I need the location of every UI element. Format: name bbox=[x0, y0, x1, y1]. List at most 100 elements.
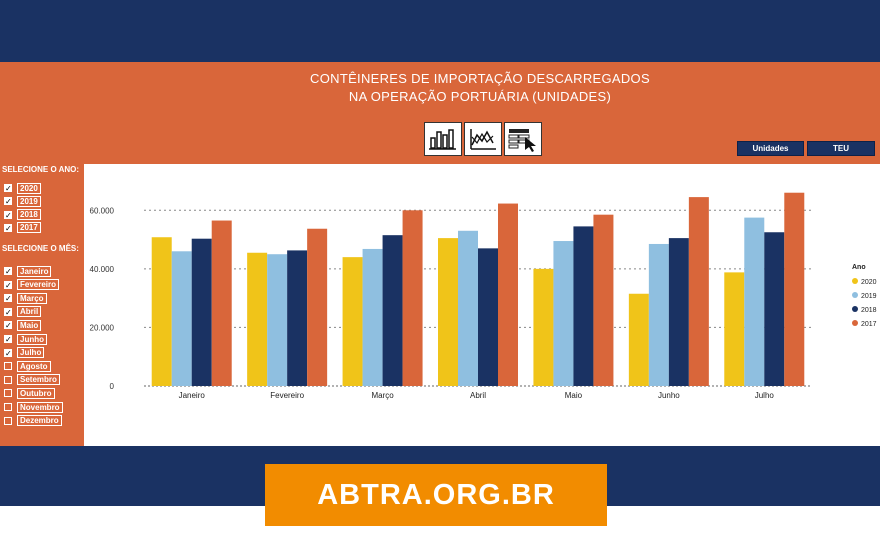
unit-toggle: Unidades TEU bbox=[737, 141, 875, 156]
bar-2018-janeiro bbox=[191, 238, 212, 386]
teu-button[interactable]: TEU bbox=[807, 141, 875, 156]
month-option[interactable]: ✓ Maio bbox=[4, 319, 42, 331]
x-tick-label: Fevereiro bbox=[270, 391, 304, 400]
month-option-label: Fevereiro bbox=[17, 279, 60, 291]
bar-chart: 0 20.000 40.000 60.000 Janeiro Fevereiro Março… bbox=[90, 192, 877, 400]
top-banner bbox=[0, 0, 880, 62]
bar-2017-julho bbox=[784, 192, 805, 386]
bar-2018-maio bbox=[573, 226, 594, 386]
bar-2017-janeiro bbox=[211, 220, 232, 386]
legend-label-2019: 2019 bbox=[861, 293, 877, 300]
site-logo[interactable]: ABTRA.ORG.BR bbox=[265, 464, 607, 526]
table-select-button[interactable] bbox=[504, 122, 542, 156]
page-title: CONTÊINERES DE IMPORTAÇÃO DESCARREGADOS … bbox=[0, 70, 880, 106]
month-option-label: Junho bbox=[17, 333, 47, 345]
x-tick-label: Abril bbox=[470, 391, 486, 400]
bar-2017-abril bbox=[498, 203, 518, 386]
checkbox-unchecked-icon[interactable] bbox=[4, 416, 12, 425]
bar-chart-button[interactable] bbox=[424, 122, 462, 156]
table-select-icon bbox=[508, 129, 536, 152]
line-chart-button[interactable] bbox=[464, 122, 502, 156]
filter-sidebar bbox=[0, 164, 84, 446]
checkbox-checked-icon[interactable]: ✓ bbox=[4, 210, 12, 220]
month-option-label: Abril bbox=[17, 306, 42, 318]
checkbox-unchecked-icon[interactable] bbox=[4, 389, 12, 398]
year-filter-label: SELECIONE O ANO: bbox=[2, 165, 80, 174]
checkbox-checked-icon[interactable]: ✓ bbox=[4, 335, 12, 344]
units-button[interactable]: Unidades bbox=[737, 141, 804, 156]
title-line-2: NA OPERAÇÃO PORTUÁRIA (UNIDADES) bbox=[348, 89, 612, 104]
month-option[interactable]: ✓ Julho bbox=[4, 347, 45, 359]
title-line-1: CONTÊINERES DE IMPORTAÇÃO DESCARREGADOS bbox=[310, 71, 650, 86]
month-filter-label: SELECIONE O MÊS: bbox=[2, 244, 79, 253]
month-option[interactable]: ✓ Fevereiro bbox=[4, 279, 60, 291]
bar-2020-junho bbox=[628, 293, 649, 386]
legend-label-2020: 2020 bbox=[861, 279, 877, 286]
legend-swatch-2017 bbox=[852, 320, 858, 326]
month-option-label: Maio bbox=[17, 319, 42, 331]
month-option-label: Março bbox=[17, 292, 47, 304]
bar-2019-janeiro bbox=[171, 251, 192, 386]
bar-2019-maio bbox=[553, 241, 574, 386]
year-option[interactable]: ✓ 2019 bbox=[4, 195, 41, 207]
checkbox-checked-icon[interactable]: ✓ bbox=[4, 348, 12, 358]
bar-2020-maio bbox=[533, 268, 554, 386]
checkbox-unchecked-icon[interactable] bbox=[4, 403, 12, 411]
y-tick-label: 20.000 bbox=[90, 323, 115, 332]
month-option[interactable]: ✓ Janeiro bbox=[4, 265, 52, 277]
month-option[interactable]: Agosto bbox=[4, 360, 51, 372]
month-option[interactable]: ✓ Junho bbox=[4, 333, 47, 345]
month-option[interactable]: Outubro bbox=[4, 387, 55, 399]
month-option[interactable]: Novembro bbox=[4, 401, 63, 413]
year-option[interactable]: ✓ 2020 bbox=[4, 182, 41, 194]
checkbox-checked-icon[interactable]: ✓ bbox=[4, 280, 12, 290]
month-option-label: Julho bbox=[17, 347, 45, 359]
month-option[interactable]: Dezembro bbox=[4, 415, 62, 427]
month-option[interactable]: Setembro bbox=[4, 374, 60, 386]
checkbox-checked-icon[interactable]: ✓ bbox=[4, 307, 12, 317]
year-option-label: 2018 bbox=[17, 209, 41, 221]
year-option[interactable]: ✓ 2017 bbox=[4, 222, 41, 234]
month-option-label: Novembro bbox=[17, 401, 63, 413]
bar-2019-fevereiro bbox=[267, 254, 288, 386]
month-option-label: Agosto bbox=[17, 360, 51, 372]
logo-text: ABTRA.ORG.BR bbox=[317, 478, 555, 511]
bar-chart-icon bbox=[429, 129, 456, 150]
bar-2018-junho bbox=[668, 238, 689, 386]
month-option[interactable]: ✓ Março bbox=[4, 292, 47, 304]
checkbox-checked-icon[interactable]: ✓ bbox=[4, 321, 12, 331]
year-option[interactable]: ✓ 2018 bbox=[4, 209, 41, 221]
year-option-label: 2019 bbox=[17, 195, 41, 207]
y-tick-label: 40.000 bbox=[90, 265, 115, 274]
month-option-label: Setembro bbox=[17, 374, 60, 386]
bar-2017-maio bbox=[593, 214, 614, 386]
x-tick-label: Janeiro bbox=[179, 391, 206, 400]
month-option-label: Janeiro bbox=[17, 265, 52, 277]
legend-title: Ano bbox=[852, 264, 866, 271]
checkbox-checked-icon[interactable]: ✓ bbox=[4, 197, 12, 207]
bar-2017-fevereiro bbox=[307, 228, 328, 386]
x-tick-label: Maio bbox=[565, 391, 583, 400]
year-option-label: 2017 bbox=[17, 222, 41, 234]
bar-2019-abril bbox=[458, 230, 478, 386]
month-option-label: Dezembro bbox=[17, 415, 62, 427]
legend-swatch-2018 bbox=[852, 306, 858, 312]
checkbox-unchecked-icon[interactable] bbox=[4, 362, 12, 371]
checkbox-checked-icon[interactable]: ✓ bbox=[4, 267, 12, 276]
bar-2018-julho bbox=[764, 232, 785, 386]
bar-2017-março bbox=[402, 210, 423, 386]
line-chart-icon bbox=[470, 129, 496, 150]
month-option[interactable]: ✓ Abril bbox=[4, 306, 42, 318]
month-option-label: Outubro bbox=[17, 387, 55, 399]
bar-2020-julho bbox=[724, 272, 745, 386]
bar-2018-março bbox=[382, 235, 403, 386]
x-tick-label: Março bbox=[371, 391, 394, 400]
year-option-label: 2020 bbox=[17, 182, 41, 194]
checkbox-checked-icon[interactable]: ✓ bbox=[4, 223, 12, 233]
bar-2017-junho bbox=[688, 197, 709, 386]
y-tick-label: 0 bbox=[110, 382, 115, 391]
checkbox-checked-icon[interactable]: ✓ bbox=[4, 294, 12, 304]
checkbox-checked-icon[interactable]: ✓ bbox=[4, 184, 12, 193]
y-tick-label: 60.000 bbox=[90, 206, 115, 215]
checkbox-unchecked-icon[interactable] bbox=[4, 375, 12, 384]
